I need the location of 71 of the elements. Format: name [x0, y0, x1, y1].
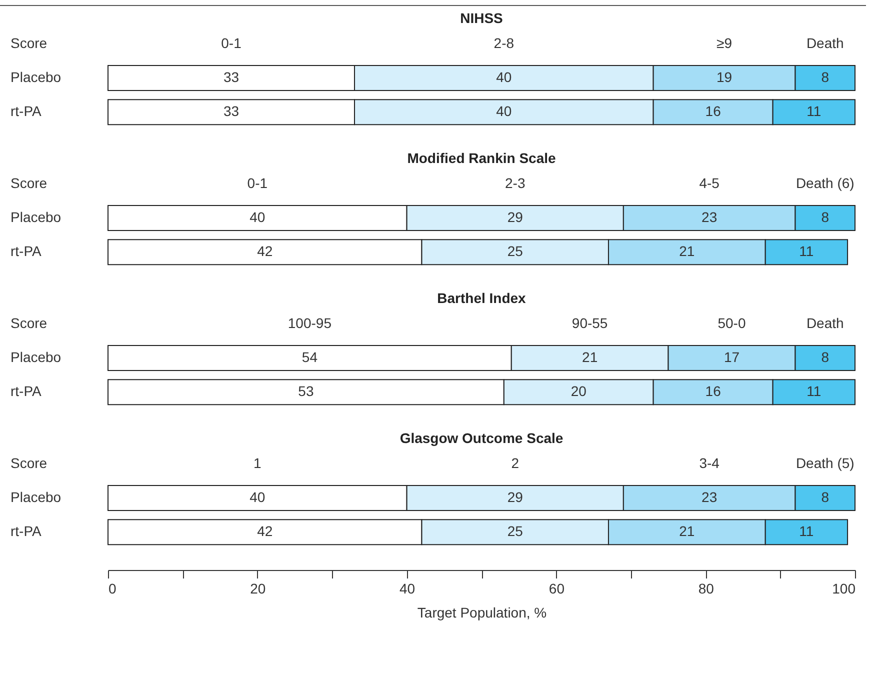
data-label: 11 [799, 523, 814, 540]
series-label: Death (6) [796, 174, 854, 191]
series-label: Death (5) [796, 454, 854, 471]
legend-title: Score [10, 174, 48, 191]
data-label: 42 [257, 523, 273, 540]
data-label: 21 [679, 523, 695, 540]
data-label: 16 [705, 383, 722, 400]
series-label: 100-95 [288, 314, 332, 331]
series-label: 2 [511, 454, 520, 471]
series-label: 0-1 [221, 34, 242, 51]
series-label: ≥9 [716, 34, 732, 51]
data-label: 29 [507, 209, 524, 225]
y-tick-label: rt-PA [10, 243, 42, 260]
y-tick-label: rt-PA [10, 523, 42, 540]
series-label: 4-5 [699, 174, 720, 191]
data-label: 8 [821, 349, 830, 365]
data-label: 40 [496, 103, 512, 120]
data-label: 21 [679, 243, 695, 260]
series-label: 2-8 [494, 34, 514, 51]
y-tick-label: rt-PA [10, 383, 42, 400]
data-label: 25 [507, 523, 524, 540]
x-tick-label: 0 [108, 580, 116, 596]
series-label: 0-1 [247, 174, 268, 191]
data-label: 23 [702, 489, 718, 505]
data-label: 19 [716, 69, 732, 85]
data-label: 33 [223, 69, 240, 85]
series-label: 2-3 [505, 174, 526, 191]
chart-title: Modified Rankin Scale [407, 150, 556, 166]
series-label: 1 [254, 454, 262, 471]
y-tick-label: Placebo [10, 209, 62, 225]
series-label: 90-55 [572, 314, 608, 331]
data-label: 11 [799, 243, 814, 260]
y-tick-label: rt-PA [10, 103, 42, 120]
series-label: 50-0 [718, 314, 746, 331]
x-tick-label: 20 [250, 580, 266, 596]
data-label: 29 [507, 489, 524, 505]
data-label: 53 [298, 383, 314, 400]
chart-title: Glasgow Outcome Scale [400, 430, 564, 446]
data-label: 23 [702, 209, 718, 225]
data-label: 40 [496, 69, 512, 85]
x-tick-label: 60 [548, 580, 565, 596]
data-label: 8 [821, 69, 830, 85]
data-label: 20 [570, 383, 587, 400]
data-label: 33 [223, 103, 240, 120]
data-label: 11 [806, 103, 822, 120]
data-label: 17 [724, 349, 740, 365]
data-label: 11 [806, 383, 822, 400]
y-tick-label: Placebo [10, 69, 62, 85]
data-label: 25 [507, 243, 524, 260]
data-label: 8 [821, 489, 830, 505]
data-label: 16 [705, 103, 722, 120]
series-label: Death [806, 34, 844, 51]
x-tick-label: 40 [400, 580, 416, 596]
data-label: 8 [821, 209, 830, 225]
legend-title: Score [10, 314, 48, 331]
series-label: Death [806, 314, 844, 331]
chart-title: NIHSS [460, 10, 503, 26]
x-axis-title: Target Population, % [417, 604, 547, 620]
legend-title: Score [10, 34, 48, 51]
data-label: 40 [250, 209, 266, 225]
chart-title: Barthel Index [437, 290, 526, 306]
series-label: 3-4 [699, 454, 720, 471]
data-label: 21 [582, 349, 598, 365]
data-label: 42 [257, 243, 273, 260]
x-tick-label: 100 [832, 580, 856, 596]
data-label: 54 [302, 349, 318, 365]
data-label: 40 [250, 489, 266, 505]
legend-title: Score [10, 454, 48, 471]
y-tick-label: Placebo [10, 489, 62, 505]
y-tick-label: Placebo [10, 349, 62, 365]
x-tick-label: 80 [698, 580, 714, 596]
